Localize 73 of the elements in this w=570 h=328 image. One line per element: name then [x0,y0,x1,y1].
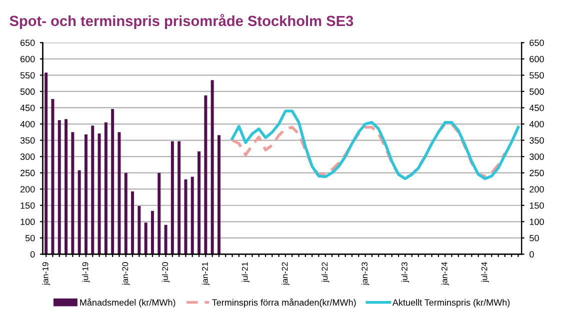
y-tick-label: 650 [20,40,35,46]
bar [51,98,54,254]
bar [44,72,48,254]
bar [204,95,208,254]
y2-tick-label: 0 [530,251,534,258]
line-series [230,122,506,180]
x-tick-label: jul-23 [401,262,410,282]
bar [210,80,214,254]
y-tick-label: 500 [20,88,35,95]
bar [198,151,201,254]
x-tick-label: jan-20 [122,262,130,286]
bar [178,141,181,254]
legend-label: Aktuellt Terminspris (kr/MWh) [392,299,510,308]
y2-tick-label: 100 [530,218,544,226]
x-tick-label: jul-22 [321,262,330,282]
bar [131,191,134,254]
legend-label: Månadsmedel (kr/MWh) [80,298,176,308]
y2-tick-label: 350 [530,137,544,144]
bar [71,132,74,254]
y-tick-label: 200 [20,186,35,192]
bar [138,206,141,254]
y2-tick-label: 450 [529,104,544,112]
bar [170,141,174,254]
x-tick-label: jan-22 [282,262,290,286]
bar [104,122,108,254]
bar [217,135,220,254]
x-tick-label: jan-23 [361,262,370,286]
bar [150,210,154,254]
y-tick-label: 450 [20,104,35,112]
bar [144,222,148,254]
bar [190,176,194,254]
y2-tick-label: 200 [530,186,544,192]
bar [84,134,88,254]
x-tick-label: jul-19 [82,262,90,282]
y-tick-label: 150 [20,202,35,209]
bar [98,133,101,254]
y2-tick-label: 400 [529,120,544,128]
chart-title: Spot- och terminspris prisområde Stockholm SE3 [10,14,354,29]
y-tick-label: 100 [20,218,35,226]
y2-tick-label: 300 [530,154,544,160]
bar [58,120,61,254]
bar [111,109,114,254]
x-tick-label: jan-24 [441,262,449,286]
y-tick-label: 300 [20,154,35,160]
bar [158,172,161,254]
bar [124,172,128,254]
y-tick-label: 550 [20,72,35,79]
y-tick-label: 0 [30,251,35,258]
x-tick-label: jan-21 [202,262,210,286]
y-tick-label: 250 [20,170,35,176]
y-tick-label: 350 [20,137,35,144]
bar [78,170,81,254]
y-tick-label: 50 [25,234,35,242]
legend-label: Terminspris förra månaden(kr/MWh) [212,298,356,308]
y2-tick-label: 550 [530,72,544,79]
bar [164,224,168,254]
bar [91,126,94,254]
y-tick-label: 600 [20,56,35,62]
bar [118,132,121,254]
bar [64,119,68,254]
y2-tick-label: 150 [530,202,544,209]
y2-tick-label: 650 [530,40,544,46]
y2-tick-label: 250 [530,170,544,176]
y2-tick-label: 500 [530,88,544,95]
line-series [230,110,520,180]
y-tick-label: 400 [20,120,35,128]
y2-tick-label: 600 [530,56,544,62]
x-tick-label: jan-19 [42,262,50,286]
x-tick-label: jul-21 [242,262,250,282]
bar [184,179,188,254]
x-tick-label: jul-20 [162,262,170,282]
x-tick-label: jul-24 [481,262,489,282]
y2-tick-label: 50 [530,234,539,242]
